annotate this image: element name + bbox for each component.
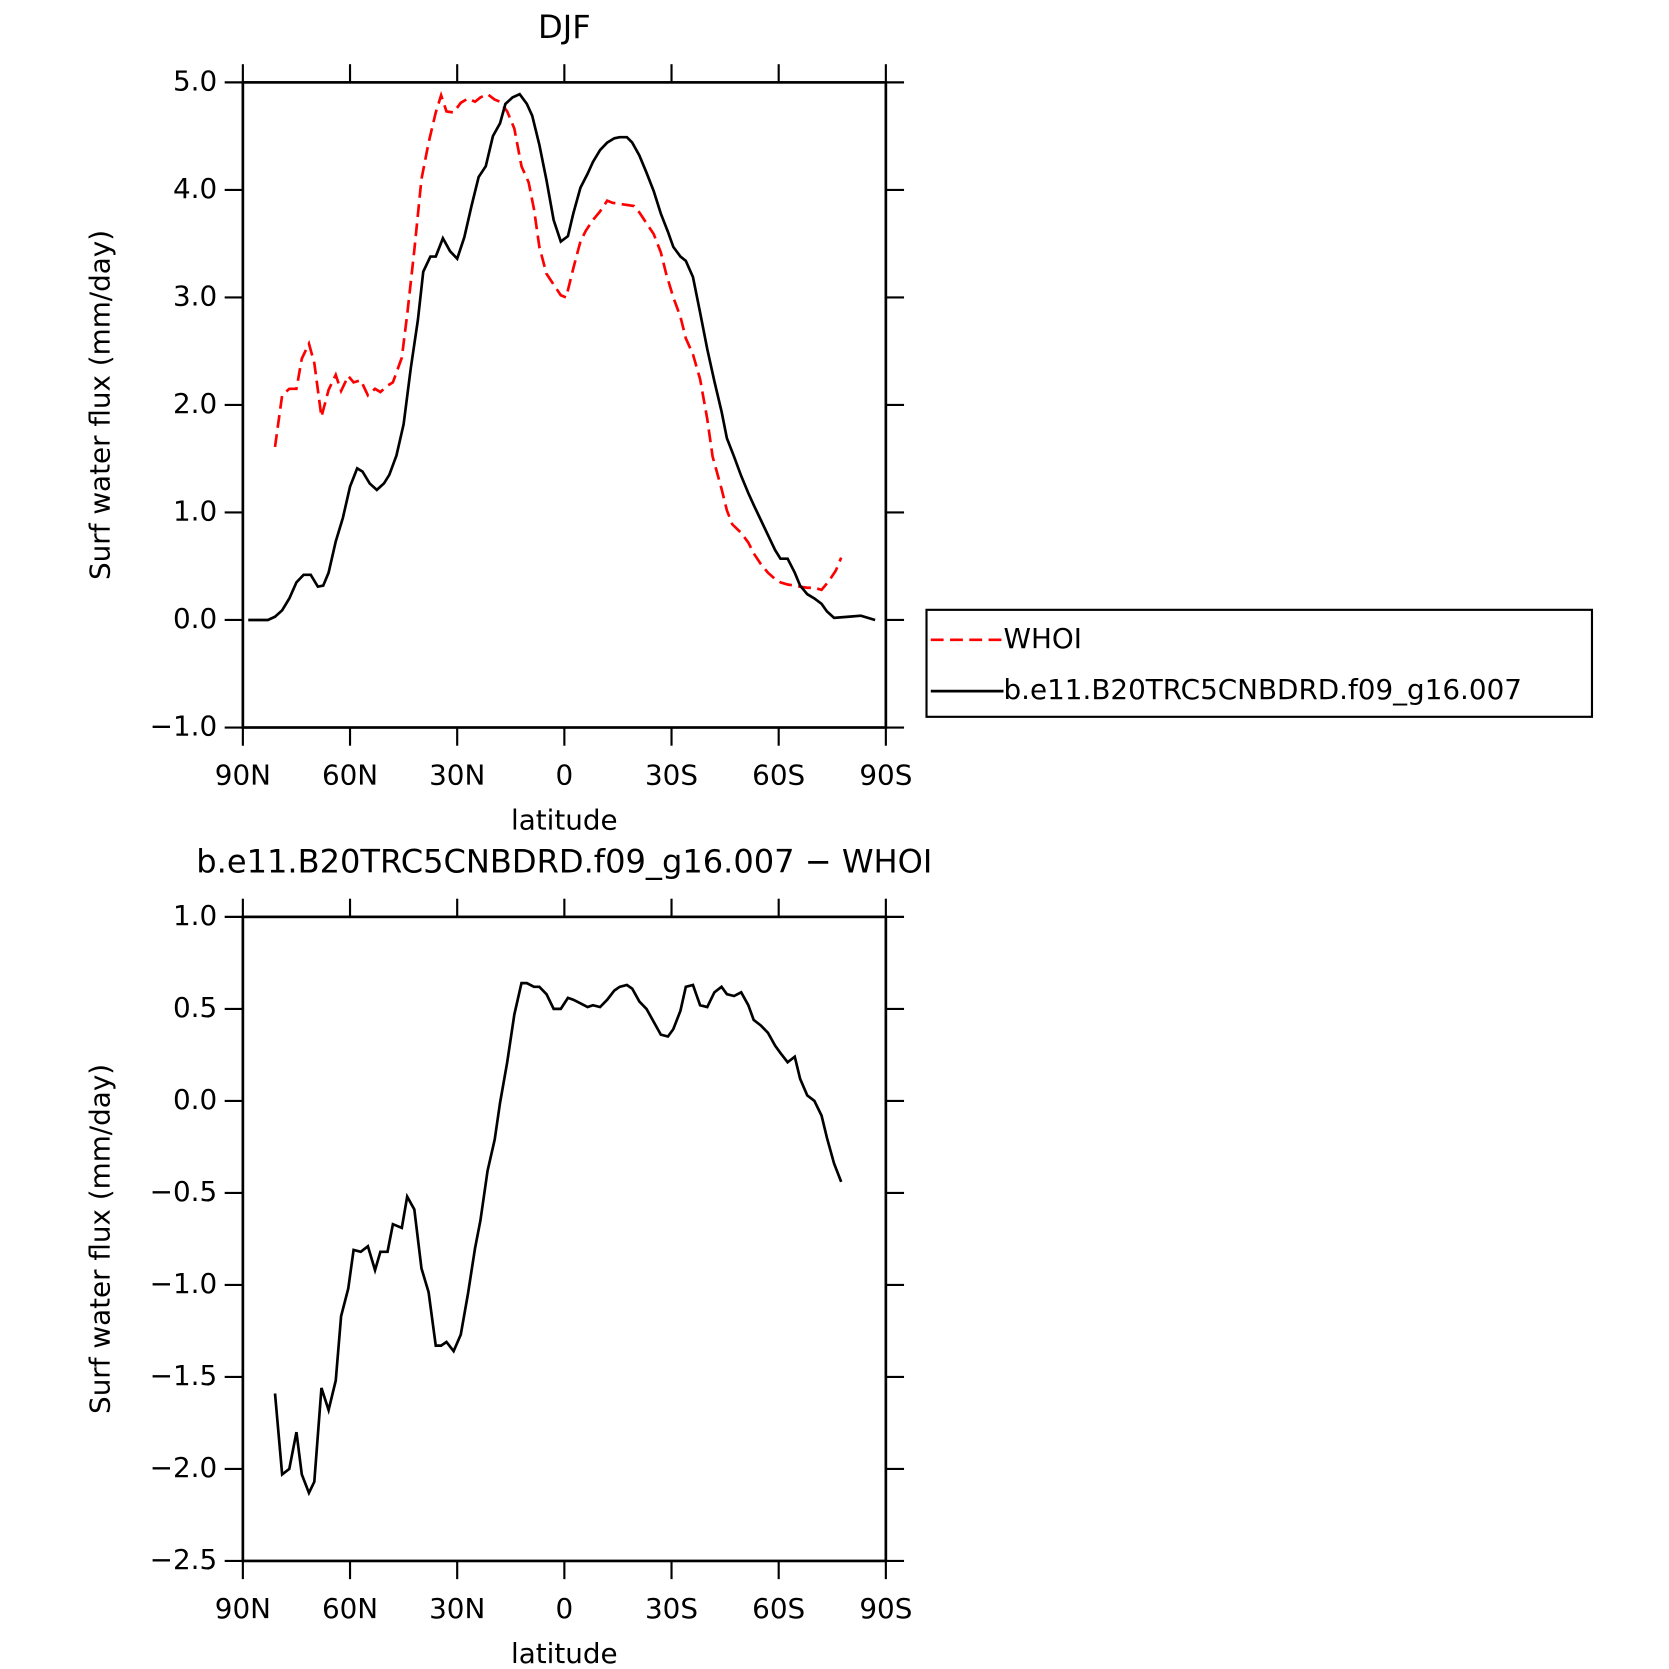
x-tick-label: 30N [429,1592,485,1625]
y-tick-label: −1.0 [150,710,218,743]
plot-frame [241,915,888,1563]
x-tick-label: 90N [215,759,271,792]
y-tick-label: −2.0 [150,1451,218,1484]
y-axis-label: Surf water flux (mm/day) [84,1064,117,1414]
x-tick-label: 90S [859,759,912,792]
y-tick-label: −0.5 [150,1175,218,1208]
legend-label: b.e11.B20TRC5CNBDRD.f09_g16.007 [1004,673,1522,706]
y-tick-label: 2.0 [173,387,217,420]
x-tick-label: 0 [556,759,574,792]
y-tick-label: −2.5 [150,1543,218,1576]
y-tick-label: 5.0 [173,64,217,97]
chart-title: b.e11.B20TRC5CNBDRD.f09_g16.007 − WHOI [196,842,932,880]
y-tick-label: 1.0 [173,494,217,527]
chart-title: DJF [538,8,591,46]
y-axis-label: Surf water flux (mm/day) [84,230,117,580]
x-tick-label: 90S [859,1592,912,1625]
data-line [273,90,843,592]
x-tick-label: 60N [322,1592,378,1625]
legend-box [925,608,1594,718]
x-tick-label: 60S [752,1592,805,1625]
y-tick-label: 0.0 [173,1083,217,1116]
x-axis-label: latitude [511,1637,618,1669]
x-tick-label: 30S [645,759,698,792]
x-tick-label: 90N [215,1592,271,1625]
x-axis-label: latitude [511,804,618,837]
y-tick-label: −1.5 [150,1359,218,1392]
x-tick-label: 30N [429,759,485,792]
data-line [248,92,876,622]
x-tick-label: 30S [645,1592,698,1625]
y-tick-label: 0.0 [173,602,217,635]
x-tick-label: 0 [556,1592,574,1625]
x-tick-label: 60S [752,759,805,792]
plot-frame [241,81,888,729]
y-tick-label: −1.0 [150,1267,218,1300]
data-line [273,981,843,1497]
y-tick-label: 1.0 [173,899,217,932]
y-tick-label: 4.0 [173,172,217,205]
legend-label: WHOI [1004,622,1082,655]
y-tick-label: 0.5 [173,991,217,1024]
x-tick-label: 60N [322,759,378,792]
y-tick-label: 3.0 [173,279,217,312]
